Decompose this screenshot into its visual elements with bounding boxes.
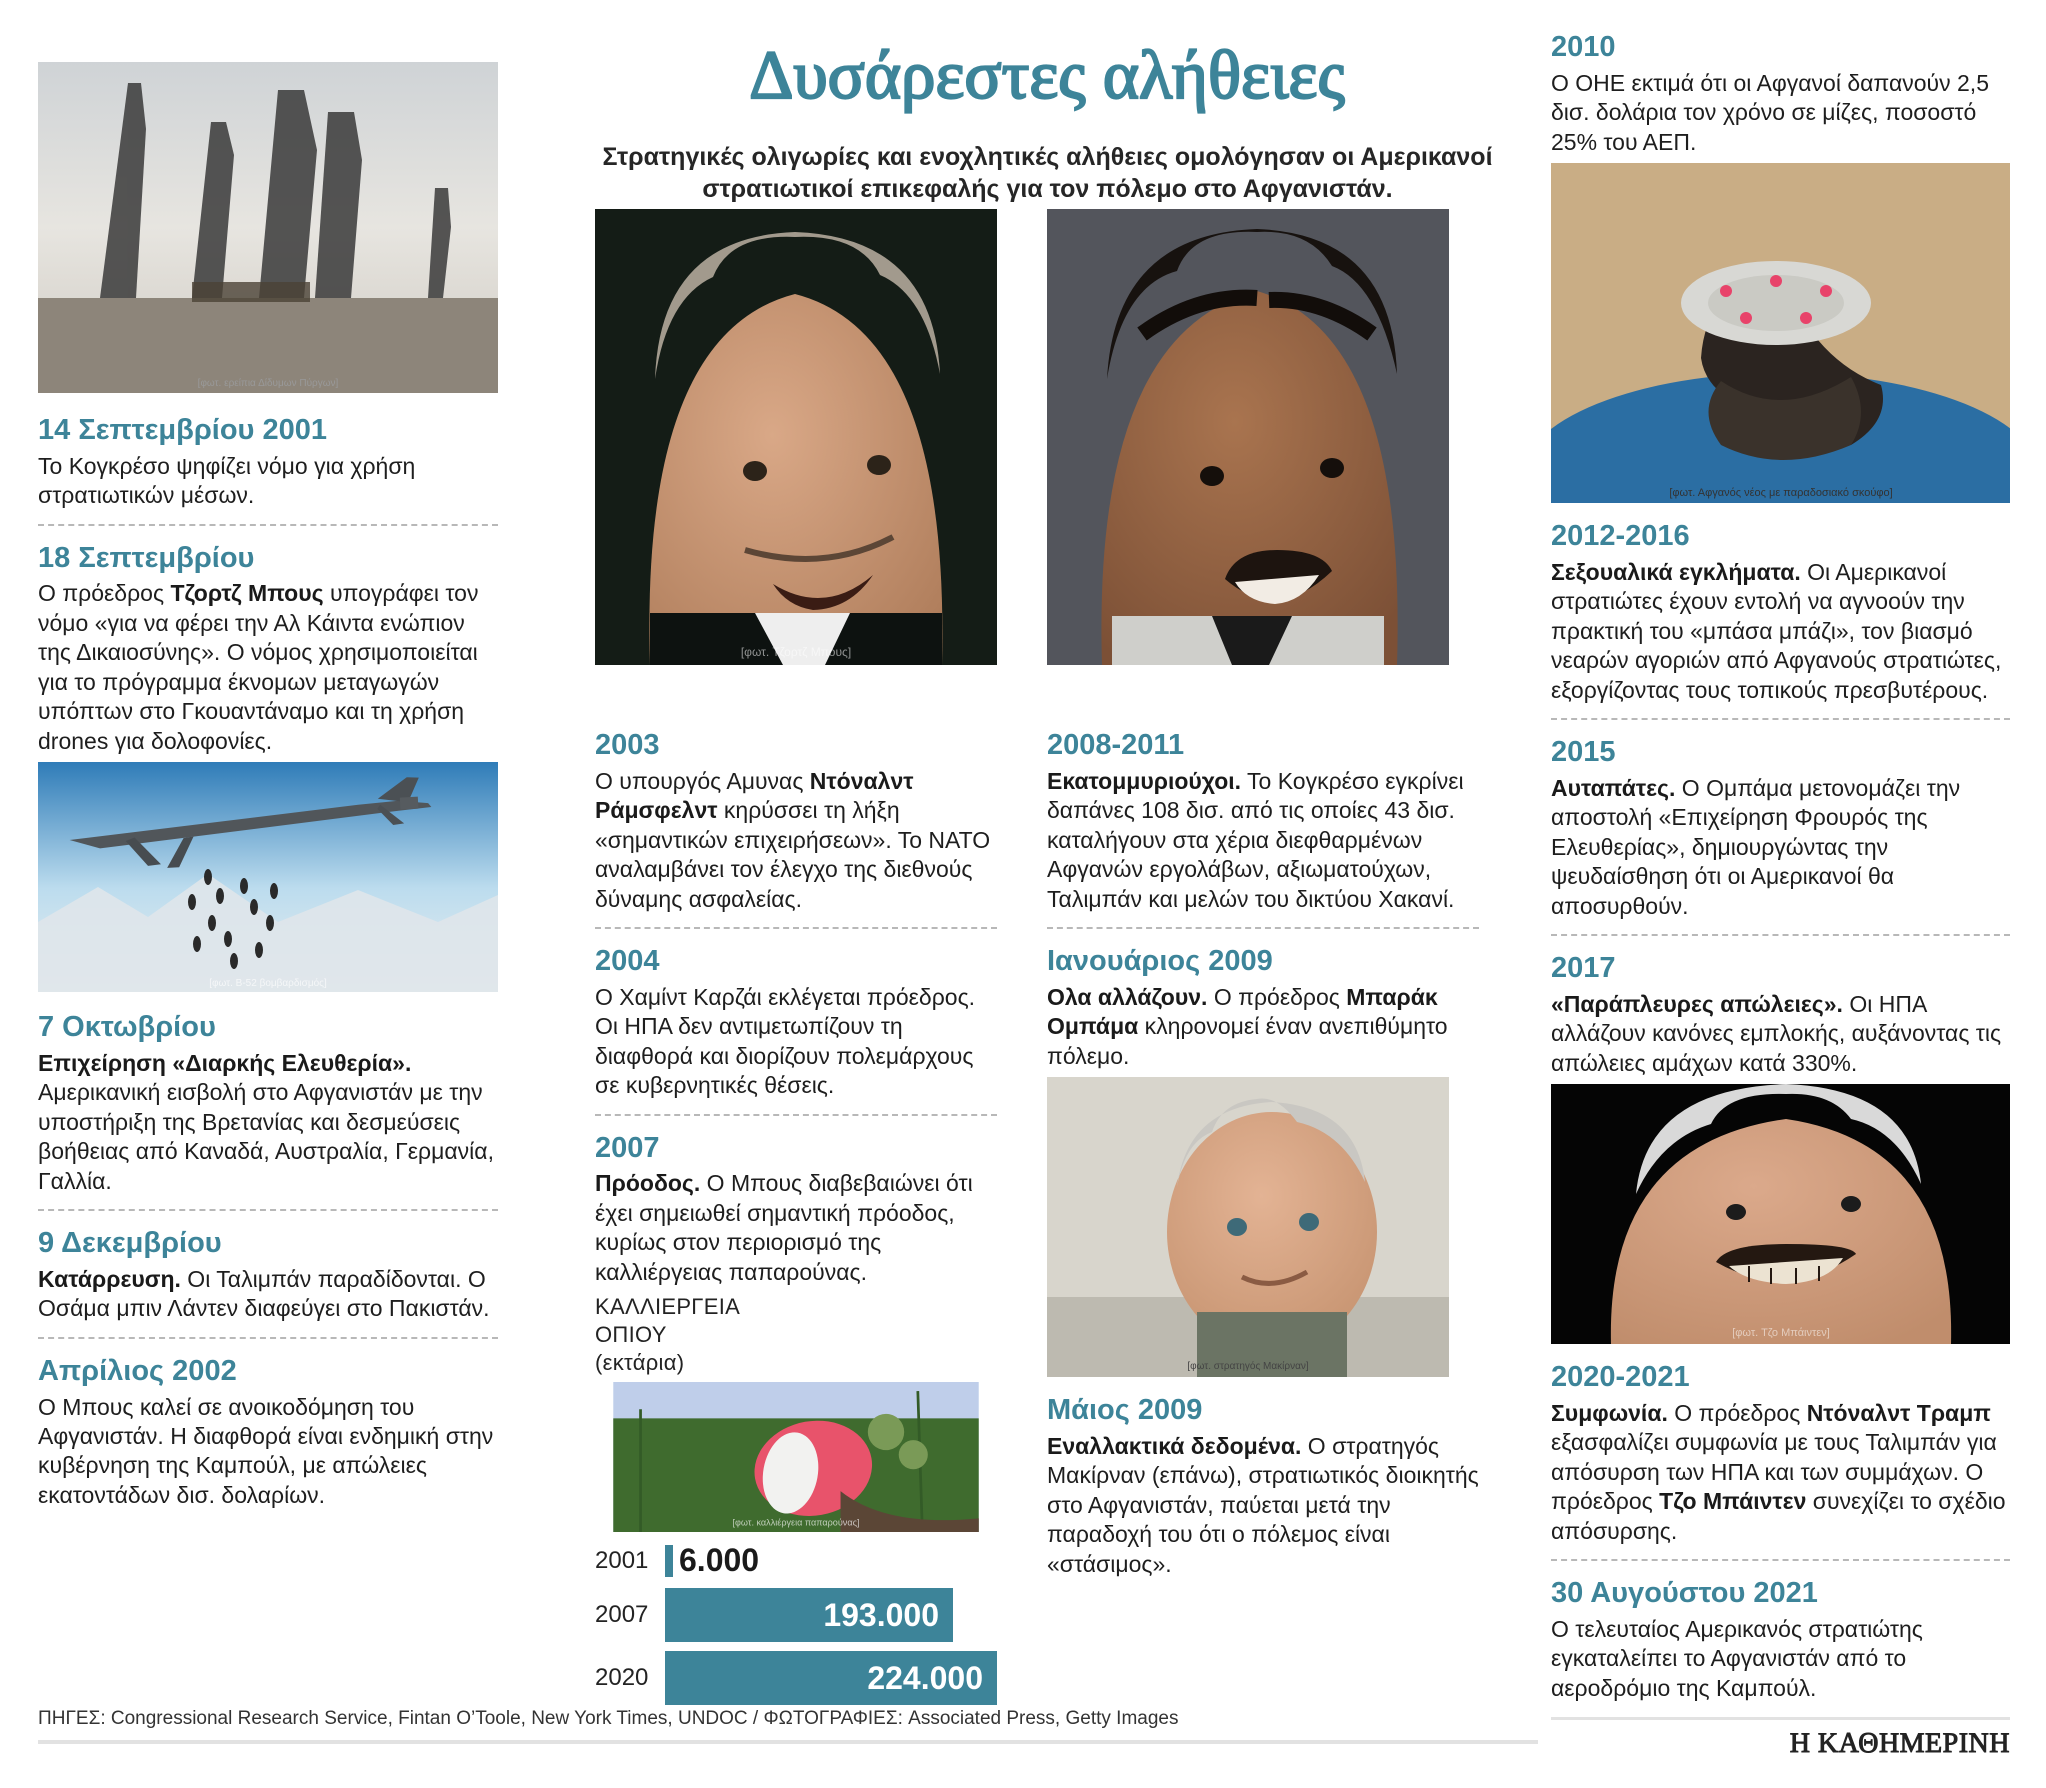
- svg-text:[φωτ. Τζορτζ Μπους]: [φωτ. Τζορτζ Μπους]: [741, 645, 851, 659]
- svg-text:[φωτ. Τζο Μπάιντεν]: [φωτ. Τζο Μπάιντεν]: [1732, 1327, 1830, 1339]
- svg-text:[φωτ. καλλιέργεια παπαρούνας]: [φωτ. καλλιέργεια παπαρούνας]: [733, 1518, 860, 1528]
- svg-text:[φωτ. Αφγανός νέος με παραδοσι: [φωτ. Αφγανός νέος με παραδοσιακό σκούφο…: [1669, 487, 1892, 499]
- svg-text:[φωτ. B-52 βομβαρδισμός]: [φωτ. B-52 βομβαρδισμός]: [209, 977, 327, 989]
- svg-text:[φωτ. στρατηγός Μακίρναν]: [φωτ. στρατηγός Μακίρναν]: [1187, 1360, 1309, 1372]
- svg-text:[φωτ. ερείπια Δίδυμων Πύργων]: [φωτ. ερείπια Δίδυμων Πύργων]: [198, 377, 339, 389]
